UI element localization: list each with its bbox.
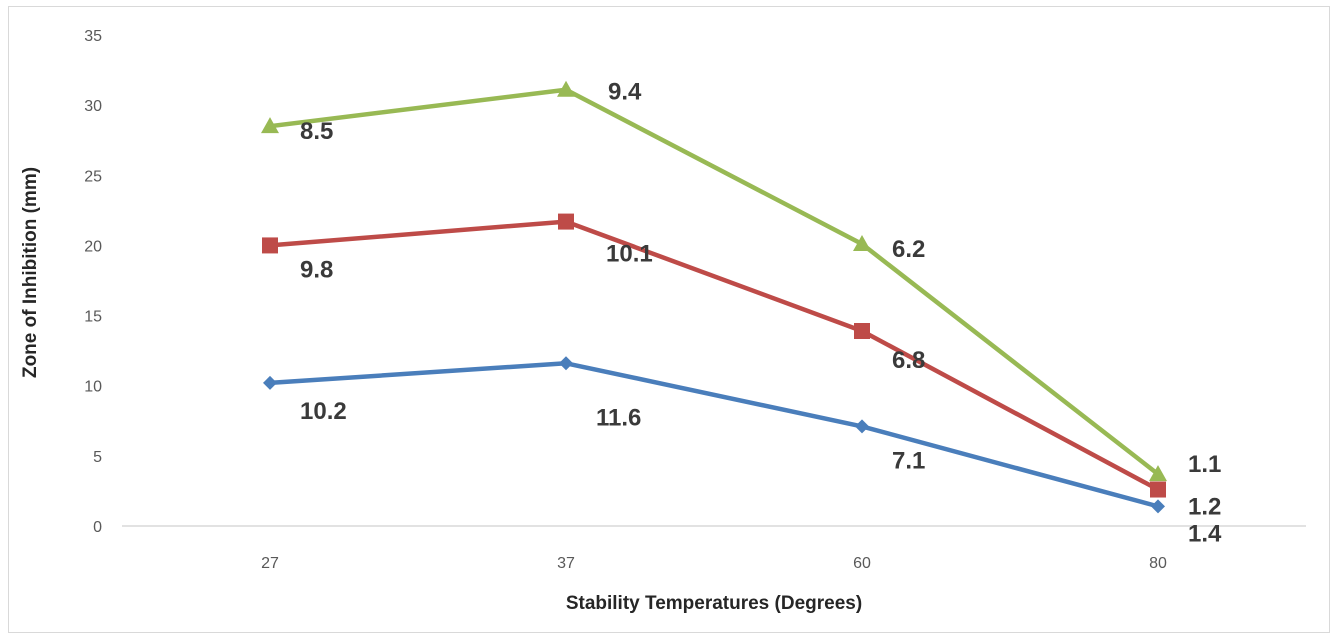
series-line <box>269 87 1160 476</box>
data-label: 9.8 <box>300 256 333 283</box>
data-label: 10.1 <box>606 241 653 268</box>
data-label: 6.8 <box>892 347 925 374</box>
data-label: 11.6 <box>596 404 641 431</box>
data-label: 6.2 <box>892 236 925 263</box>
y-axis-title: Zone of Inhibition (mm) <box>20 167 41 378</box>
y-tick-label: 15 <box>84 309 102 326</box>
x-tick-label: 37 <box>557 555 575 572</box>
y-tick-label: 20 <box>84 238 102 255</box>
data-point-triangle <box>557 80 575 97</box>
data-label: 1.1 <box>1188 451 1221 478</box>
y-tick-label: 5 <box>93 449 102 466</box>
data-label: 8.5 <box>300 118 333 145</box>
data-point-square <box>1150 481 1166 498</box>
series-line <box>269 219 1160 492</box>
series-group <box>261 80 1167 514</box>
y-tick-label: 10 <box>84 379 102 396</box>
data-point-square <box>262 237 278 254</box>
data-label: 9.4 <box>608 79 642 106</box>
data-label: 7.1 <box>892 447 925 474</box>
y-axis-ticks: 0 5 10 15 20 25 30 35 <box>84 28 102 536</box>
x-tick-label: 80 <box>1149 555 1167 572</box>
y-tick-label: 35 <box>84 28 102 45</box>
data-point-diamond <box>263 375 277 390</box>
chart-frame <box>8 6 1330 633</box>
data-point-diamond <box>559 356 573 371</box>
data-point-diamond <box>855 419 869 434</box>
data-point-triangle <box>853 235 871 252</box>
data-point-square <box>854 323 870 340</box>
series-line <box>269 361 1159 509</box>
x-tick-label: 60 <box>853 555 871 572</box>
data-point-triangle <box>1149 465 1167 482</box>
y-tick-label: 0 <box>93 519 102 536</box>
data-label: 1.2 <box>1188 494 1221 521</box>
y-tick-label: 30 <box>84 98 102 115</box>
x-axis-title: Stability Temperatures (Degrees) <box>566 593 862 614</box>
x-axis-ticks: 27 37 60 80 <box>261 555 1167 572</box>
data-label: 1.4 <box>1188 520 1222 547</box>
data-label: 10.2 <box>300 398 347 425</box>
data-point-square <box>558 213 574 230</box>
y-tick-label: 25 <box>84 168 102 185</box>
data-labels: 10.2 11.6 7.1 1.4 9.8 10.1 6.8 1.2 8.5 9.4 6.2 1.1 <box>300 79 1222 548</box>
x-tick-label: 27 <box>261 555 279 572</box>
data-point-triangle <box>261 117 279 134</box>
data-point-diamond <box>1151 499 1165 514</box>
